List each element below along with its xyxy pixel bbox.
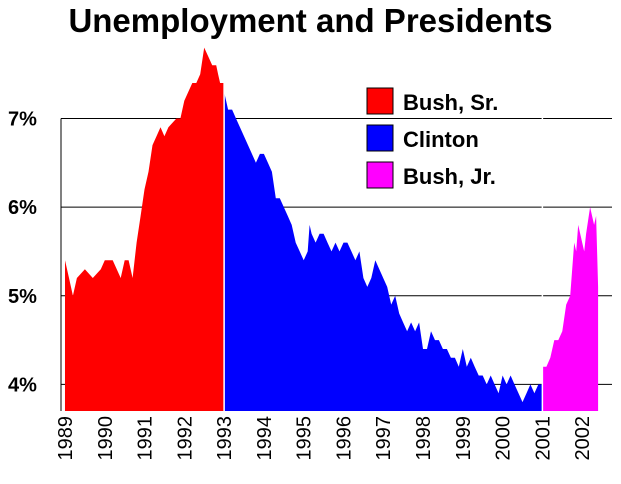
area-bush-jr [542, 207, 599, 411]
x-tick-label: 1991 [135, 416, 157, 461]
legend-label-bush-jr: Bush, Jr. [403, 164, 496, 189]
x-tick-label: 1995 [294, 416, 316, 461]
y-tick-label: 6% [8, 197, 37, 219]
x-tick-label: 1994 [254, 416, 276, 461]
x-tick-label: 1998 [413, 416, 435, 461]
legend-label-bush-sr: Bush, Sr. [403, 90, 498, 115]
x-tick-label: 2000 [493, 416, 515, 461]
x-tick-label: 1996 [333, 416, 355, 461]
legend-swatch-bush-sr [366, 87, 394, 115]
x-tick-label: 1993 [214, 416, 236, 461]
chart-title: Unemployment and Presidents [68, 2, 553, 39]
y-tick-label: 7% [8, 108, 37, 130]
area-clinton [224, 91, 543, 412]
y-tick-label: 5% [8, 286, 37, 308]
series-areas [64, 47, 599, 412]
y-tick-label: 4% [8, 374, 37, 396]
x-tick-label: 1990 [95, 416, 117, 461]
legend-swatch-bush-jr [366, 161, 394, 189]
x-tick-label: 1992 [174, 416, 196, 461]
legend-swatch-clinton [366, 124, 394, 152]
x-tick-labels: 1989 1990 1991 1992 1993 1994 1995 1996 1997 1998… [55, 416, 594, 461]
y-tick-labels: 7% 6% 5% 4% [8, 108, 37, 396]
x-tick-label: 2002 [572, 416, 594, 461]
legend: Bush, Sr. Clinton Bush, Jr. [366, 87, 498, 189]
legend-label-clinton: Clinton [403, 127, 479, 152]
x-tick-label: 1999 [453, 416, 475, 461]
area-bush-sr [64, 47, 225, 411]
x-tick-label: 2001 [532, 416, 554, 461]
x-tick-label: 1989 [55, 416, 77, 461]
x-tick-label: 1997 [373, 416, 395, 461]
